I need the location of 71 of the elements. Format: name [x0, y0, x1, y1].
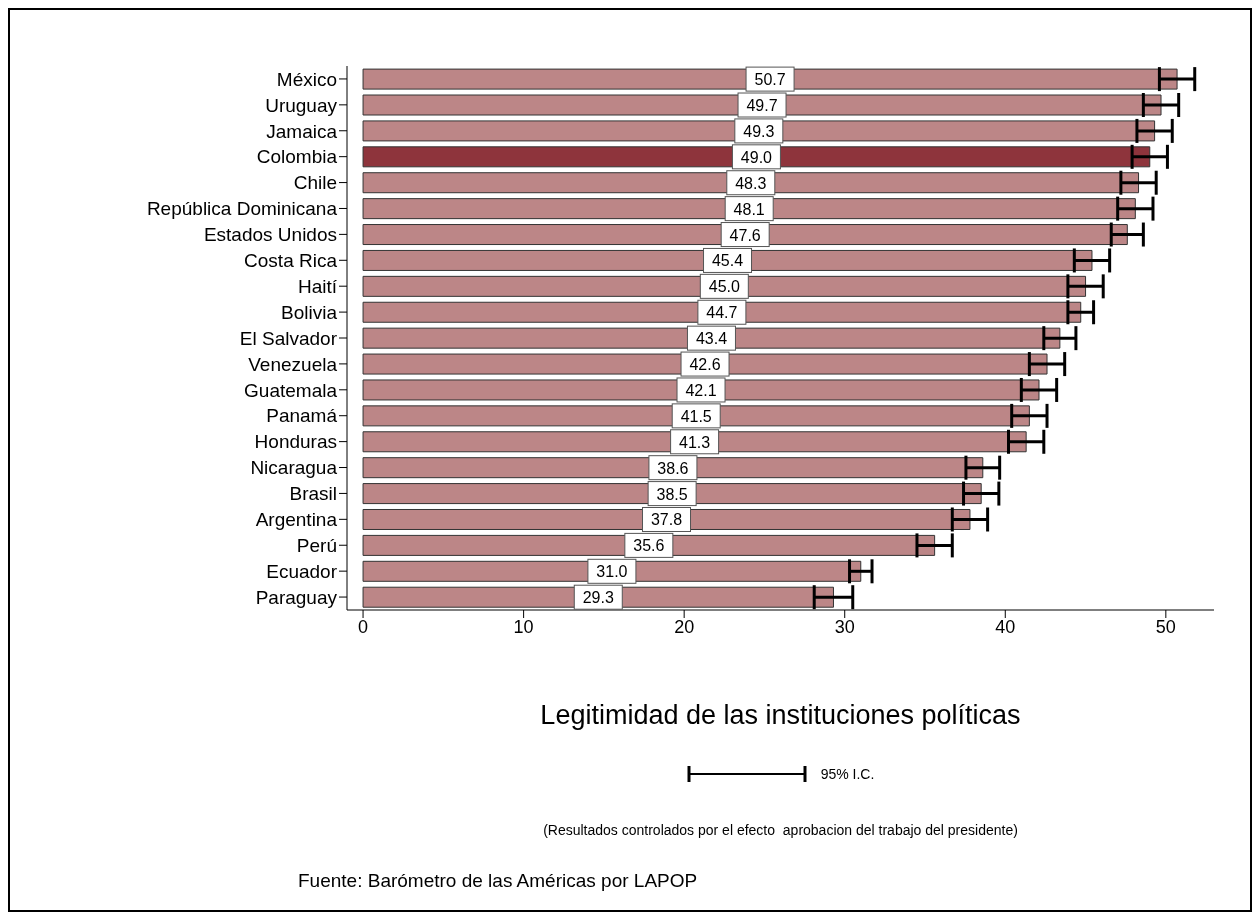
data-label: 43.4 — [695, 330, 728, 348]
x-tick-label: 0 — [358, 616, 369, 637]
y-tick-label: Panamá — [266, 405, 338, 427]
y-tick-label: México — [276, 68, 337, 90]
data-label: 35.6 — [633, 537, 665, 555]
bar — [362, 534, 936, 556]
y-tick-label: Perú — [296, 534, 337, 556]
data-label: 50.7 — [754, 71, 786, 89]
y-tick-label: Ecuador — [266, 560, 338, 582]
y-tick-label: Guatemala — [244, 379, 338, 401]
bar — [362, 172, 1140, 194]
y-tick-label: Estados Unidos — [203, 224, 337, 246]
y-tick-label: Argentina — [255, 509, 338, 531]
y-tick-label: Uruguay — [265, 94, 338, 116]
bar — [362, 94, 1162, 116]
bar — [362, 327, 1061, 349]
y-tick-label: Haití — [297, 275, 338, 297]
bar — [362, 146, 1151, 168]
y-tick-label: Nicaragua — [250, 457, 338, 479]
y-tick-label: Jamaica — [266, 120, 338, 142]
data-label: 44.7 — [706, 304, 738, 322]
y-tick-label: Colombia — [256, 146, 338, 168]
data-label: 38.5 — [656, 485, 688, 503]
data-label: 47.6 — [729, 226, 761, 244]
text: 95% I.C. — [820, 766, 875, 782]
bar — [362, 457, 984, 479]
bar — [362, 198, 1136, 220]
text: (Resultados controlados por el efecto aprobacion del trabajo del presidente) — [542, 822, 1019, 838]
data-label: 45.4 — [711, 252, 744, 270]
data-label: 48.3 — [735, 174, 767, 192]
y-tick-label: República Dominicana — [146, 198, 338, 220]
bar — [362, 224, 1128, 246]
y-tick-label: Chile — [293, 172, 337, 194]
x-tick-label: 50 — [1155, 616, 1176, 637]
data-label: 29.3 — [582, 589, 614, 607]
bar — [362, 120, 1156, 142]
y-tick-label: Venezuela — [248, 353, 338, 375]
y-tick-label: Honduras — [254, 431, 337, 453]
data-label: 31.0 — [596, 563, 628, 581]
x-tick-label: 40 — [995, 616, 1016, 637]
bar — [362, 353, 1048, 375]
bar — [362, 483, 982, 505]
data-label: 38.6 — [657, 459, 689, 477]
data-label: 45.0 — [708, 278, 740, 296]
bar — [362, 508, 971, 530]
x-tick-label: 30 — [834, 616, 855, 637]
x-tick-label: 10 — [513, 616, 534, 637]
y-tick-label: Paraguay — [255, 586, 338, 608]
data-label: 49.0 — [740, 148, 773, 166]
bar — [362, 249, 1093, 271]
data-label: 49.3 — [743, 122, 775, 140]
bar — [362, 68, 1178, 90]
bar — [362, 275, 1087, 297]
bar — [362, 301, 1082, 323]
y-tick-label: El Salvador — [239, 327, 338, 349]
data-label: 42.6 — [689, 356, 721, 374]
bar — [362, 431, 1027, 453]
bar — [362, 405, 1030, 427]
source-note: Fuente: Barómetro de las Américas por LAPOP — [298, 870, 698, 892]
data-label: 42.1 — [685, 381, 717, 399]
x-tick-label: 20 — [674, 616, 695, 637]
x-axis-title: Legitimidad de las instituciones políticas — [539, 700, 1022, 731]
y-tick-label: Brasil — [289, 483, 337, 505]
data-label: 41.3 — [679, 433, 711, 451]
bar — [362, 379, 1040, 401]
y-tick-label: Costa Rica — [244, 250, 338, 272]
data-label: 41.5 — [680, 407, 712, 425]
data-label: 48.1 — [733, 200, 765, 218]
data-label: 37.8 — [650, 511, 683, 529]
data-label: 49.7 — [746, 97, 778, 115]
y-tick-label: Bolivia — [281, 301, 338, 323]
